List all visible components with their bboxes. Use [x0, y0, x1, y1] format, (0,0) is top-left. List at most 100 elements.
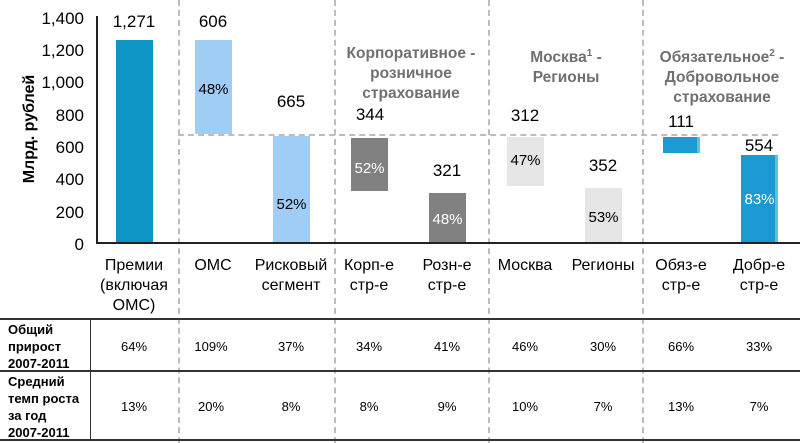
- y-tick-200: 200: [55, 203, 84, 222]
- table-cell: 8%: [281, 399, 301, 414]
- bar-premiums-total: [116, 40, 153, 243]
- category-label-corporate: Корп-е стр-е: [329, 256, 409, 296]
- y-tick-0: 0: [74, 235, 84, 254]
- y-tick-1000: 1,000: [41, 73, 84, 92]
- category-line: Добр-е: [732, 257, 786, 274]
- bar-value-label: 606: [198, 12, 228, 31]
- group-title-line: розничное: [370, 65, 452, 82]
- bar-share-label: 47%: [510, 152, 541, 169]
- group-title-text: -: [592, 49, 602, 67]
- group-title-text: -: [774, 49, 785, 67]
- bar-corporate: [351, 138, 388, 191]
- category-label-retail: Розн-е стр-е: [407, 256, 487, 296]
- y-tick-1200: 1,200: [41, 41, 84, 60]
- group-title-line: Москва1 -: [490, 44, 642, 68]
- y-axis-line: [96, 16, 98, 244]
- bar-share-label: 53%: [588, 209, 619, 226]
- category-line: (включая: [100, 277, 168, 294]
- group-title-text: Москва: [530, 49, 587, 67]
- category-line: стр-е: [739, 277, 779, 294]
- table-bottom-border: [0, 439, 800, 441]
- table-cell: 34%: [355, 339, 383, 354]
- bar-share-label: 52%: [276, 196, 307, 213]
- category-line: Премии: [104, 257, 164, 274]
- row-label-line: Общий: [8, 322, 54, 337]
- group-title-line: страхование: [362, 85, 460, 102]
- category-label-premiums: Премии (включая ОМС): [94, 256, 174, 316]
- y-tick-600: 600: [55, 138, 84, 157]
- bar-value-label: 352: [588, 156, 618, 175]
- table-cell: 33%: [745, 339, 773, 354]
- group-title-line: Добровольное: [664, 69, 780, 87]
- table-top-border: [0, 318, 800, 320]
- category-label-oms: ОМС: [173, 256, 253, 276]
- category-label-risk: Рисковый сегмент: [251, 256, 331, 296]
- table-cell: 20%: [197, 399, 225, 414]
- category-line: стр-е: [661, 277, 701, 294]
- bar-value-label: 111: [668, 112, 694, 131]
- row-label-line: Средний: [8, 374, 65, 389]
- group-separator: [642, 0, 644, 443]
- table-cell: 41%: [433, 339, 461, 354]
- bar-value-label: 312: [510, 106, 540, 125]
- bar-share-label: 48%: [432, 211, 463, 228]
- group-title-line: Обязательное2 -: [644, 44, 800, 68]
- table-row-divider: [0, 370, 800, 372]
- bar-risk-segment: [273, 136, 310, 243]
- category-label-mandatory: Обяз-е стр-е: [641, 256, 721, 296]
- table-row-label-avg-growth: Средний темп роста за год 2007-2011: [8, 373, 79, 441]
- bar-oms: [195, 40, 232, 134]
- category-label-moscow: Москва: [485, 256, 565, 276]
- table-cell: 66%: [667, 339, 695, 354]
- table-cell: 30%: [589, 339, 617, 354]
- bar-share-label: 48%: [198, 81, 229, 98]
- bar-moscow: [507, 137, 544, 186]
- row-label-line: прирост: [8, 339, 62, 354]
- group-title-line: Регионы: [532, 69, 600, 87]
- bar-retail: [429, 193, 466, 243]
- group-separator: [178, 0, 180, 443]
- row-label-line: 2007-2011: [8, 425, 70, 440]
- table-row-label-total-growth: Общий прирост 2007-2011: [8, 321, 69, 372]
- bar-regions: [585, 188, 622, 243]
- bar-voluntary: [741, 155, 778, 243]
- table-cell: 8%: [359, 399, 379, 414]
- y-tick-1400: 1,400: [41, 9, 84, 28]
- category-line: стр-е: [427, 277, 467, 294]
- category-line: ОМС): [112, 297, 156, 314]
- bar-mandatory: [663, 137, 700, 153]
- row-label-line: 2007-2011: [8, 356, 70, 371]
- table-label-divider: [90, 319, 91, 440]
- bar-share-label: 52%: [354, 160, 385, 177]
- bar-share-label: 83%: [744, 191, 775, 208]
- category-line: Регионы: [571, 257, 635, 274]
- group-title-text: Обязательное: [659, 49, 770, 67]
- category-line: Корп-е: [343, 257, 394, 274]
- group-title-line: страхование: [673, 89, 771, 107]
- category-label-voluntary: Добр-е стр-е: [719, 256, 799, 296]
- table-cell: 64%: [120, 339, 148, 354]
- category-line: стр-е: [349, 277, 389, 294]
- category-label-regions: Регионы: [563, 256, 643, 276]
- table-cell: 109%: [194, 339, 228, 354]
- bar-value-label: 344: [355, 105, 385, 124]
- table-cell: 7%: [749, 399, 769, 414]
- y-tick-400: 400: [55, 170, 84, 189]
- group-title-moscow-regions: Москва1 - Регионы: [490, 44, 642, 88]
- row-label-line: за год: [8, 408, 47, 423]
- table-cell: 9%: [437, 399, 457, 414]
- table-cell: 37%: [277, 339, 305, 354]
- category-line: Москва: [497, 257, 553, 274]
- table-cell: 7%: [593, 399, 613, 414]
- group-title-corp-retail: Корпоративное - розничное страхование: [336, 44, 486, 104]
- group-title-line: Корпоративное -: [346, 45, 476, 62]
- category-line: сегмент: [261, 277, 321, 294]
- table-cell: 13%: [667, 399, 695, 414]
- group-separator: [334, 0, 336, 443]
- bar-value-label: 321: [432, 161, 462, 180]
- table-cell: 46%: [511, 339, 539, 354]
- bar-value-label: 665: [276, 92, 306, 111]
- table-cell: 10%: [511, 399, 539, 414]
- footnote-marker: 1: [586, 48, 593, 59]
- bar-value-label: 1,271: [112, 12, 156, 31]
